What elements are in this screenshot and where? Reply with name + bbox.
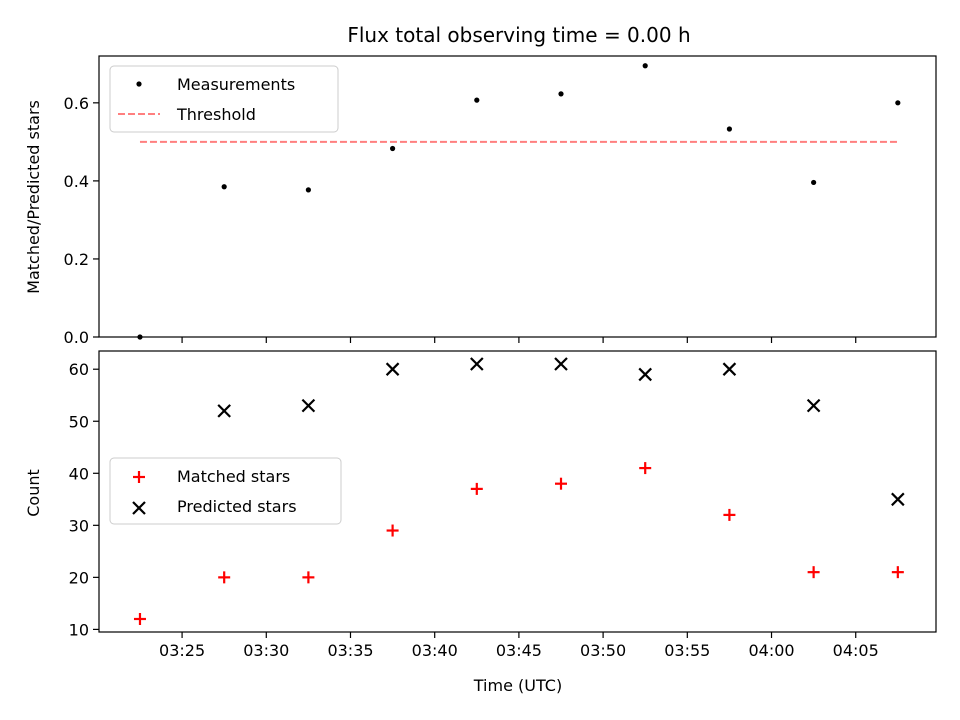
top-panel: Flux total observing time = 0.00 h Match… bbox=[24, 23, 937, 347]
top-ytick-label: 0.6 bbox=[64, 94, 89, 113]
legend-threshold-label: Threshold bbox=[176, 105, 256, 124]
measurement-point bbox=[474, 97, 480, 103]
bottom-ytick-label: 50 bbox=[69, 412, 89, 431]
bottom-legend-box bbox=[109, 457, 342, 525]
matched-star-point bbox=[133, 612, 146, 625]
top-ytick-label: 0.2 bbox=[64, 250, 89, 269]
matched-star-point bbox=[639, 462, 652, 475]
predicted-star-point bbox=[301, 398, 316, 413]
chart-title: Flux total observing time = 0.00 h bbox=[347, 23, 690, 47]
bottom-ytick-label: 20 bbox=[69, 568, 89, 587]
legend-measurements-marker bbox=[136, 81, 142, 87]
bottom-xtick-label: 03:40 bbox=[412, 641, 458, 660]
measurement-point bbox=[811, 179, 817, 186]
top-ytick-label: 0.0 bbox=[64, 328, 89, 347]
bottom-ytick-label: 60 bbox=[69, 360, 89, 379]
bottom-legend: Matched stars Predicted stars bbox=[109, 457, 342, 525]
bottom-plot-frame bbox=[98, 350, 937, 633]
bottom-x-axis-label: Time (UTC) bbox=[473, 676, 562, 695]
matched-star-point bbox=[807, 566, 820, 579]
matched-star-point bbox=[470, 482, 483, 495]
measurement-point bbox=[895, 100, 901, 106]
matched-star-point bbox=[723, 508, 736, 521]
predicted-star-point bbox=[891, 492, 905, 507]
measurement-point bbox=[221, 184, 227, 190]
measurement-point bbox=[389, 145, 396, 152]
predicted-star-point bbox=[470, 357, 484, 371]
top-legend-box bbox=[109, 65, 339, 133]
legend-matched-marker bbox=[133, 471, 145, 483]
bottom-x-ticks: 03:25 03:30 03:35 03:40 03:45 03:50 03:55 04:00… bbox=[159, 632, 879, 660]
legend-matched-label: Matched stars bbox=[177, 467, 290, 486]
predicted-star-point bbox=[806, 398, 821, 413]
measurement-point bbox=[726, 126, 733, 132]
bottom-ytick-label: 30 bbox=[69, 516, 89, 535]
bottom-xtick-label: 03:45 bbox=[496, 641, 542, 660]
predicted-star-point bbox=[554, 357, 568, 371]
bottom-ytick-label: 10 bbox=[69, 620, 89, 639]
top-legend: Measurements Threshold bbox=[109, 65, 339, 133]
bottom-xtick-label: 03:30 bbox=[243, 641, 289, 660]
bottom-xtick-label: 03:50 bbox=[580, 641, 626, 660]
bottom-y-ticks: 10 20 30 40 50 60 bbox=[69, 360, 99, 639]
top-x-ticks bbox=[181, 337, 857, 343]
matched-star-point bbox=[555, 477, 568, 490]
measurement-point bbox=[558, 91, 564, 97]
bottom-xtick-label: 04:00 bbox=[748, 641, 794, 660]
matched-star-point bbox=[218, 571, 231, 584]
legend-predicted-marker bbox=[132, 501, 146, 515]
matched-star-point bbox=[386, 524, 399, 537]
bottom-xtick-label: 03:35 bbox=[327, 641, 373, 660]
top-y-ticks: 0.0 0.2 0.4 0.6 bbox=[64, 94, 99, 347]
bottom-ytick-label: 40 bbox=[69, 464, 89, 483]
predicted-star-point bbox=[722, 362, 737, 376]
matched-star-point bbox=[891, 566, 904, 579]
top-ytick-label: 0.4 bbox=[64, 172, 89, 191]
bottom-xtick-label: 03:55 bbox=[664, 641, 710, 660]
legend-measurements-label: Measurements bbox=[177, 75, 295, 94]
bottom-plot-marks bbox=[133, 357, 905, 625]
bottom-panel: Count Time (UTC) 10 20 30 40 50 60 03:25 03:30… bbox=[24, 350, 937, 695]
bottom-xtick-label: 04:05 bbox=[833, 641, 879, 660]
predicted-star-point bbox=[217, 404, 231, 418]
predicted-star-point bbox=[385, 362, 400, 376]
legend-predicted-label: Predicted stars bbox=[177, 497, 297, 516]
top-plot-frame bbox=[98, 55, 937, 338]
matched-star-point bbox=[302, 571, 315, 584]
predicted-star-point bbox=[638, 367, 652, 382]
measurement-point bbox=[305, 187, 311, 193]
top-y-axis-label: Matched/Predicted stars bbox=[24, 100, 43, 294]
measurement-point bbox=[642, 63, 648, 69]
bottom-y-axis-label: Count bbox=[24, 469, 43, 517]
bottom-xtick-label: 03:25 bbox=[159, 641, 205, 660]
